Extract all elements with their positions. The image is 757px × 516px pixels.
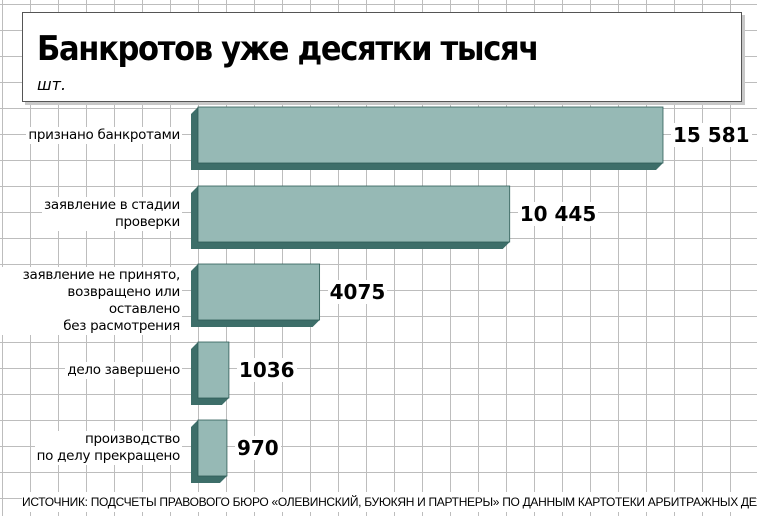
bar-1 bbox=[191, 106, 664, 170]
source-note: ИСТОЧНИК: ПОДСЧЕТЫ ПРАВОВОГО БЮРО «ОЛЕВИ… bbox=[22, 492, 757, 512]
bar-3 bbox=[191, 263, 321, 327]
bar-face bbox=[197, 341, 230, 399]
bar-5 bbox=[191, 419, 228, 483]
bar-face bbox=[197, 185, 511, 243]
category-label: дело завершено bbox=[65, 361, 182, 379]
bar-face bbox=[197, 263, 321, 321]
bar-face bbox=[197, 106, 664, 164]
category-label: производство по делу прекращено bbox=[34, 431, 182, 465]
category-label: признано банкротами bbox=[26, 126, 182, 144]
bar-shadow bbox=[191, 420, 227, 483]
bar-shadow bbox=[191, 342, 229, 405]
bar-face bbox=[197, 419, 228, 477]
value-label: 1036 bbox=[236, 358, 297, 382]
category-label: заявление не принято, возвращено или ост… bbox=[0, 266, 182, 335]
value-label: 970 bbox=[234, 436, 281, 460]
value-label: 10 445 bbox=[517, 202, 599, 226]
bar-shadow bbox=[191, 264, 320, 327]
title-box: Банкротов уже десятки тысяч шт. bbox=[22, 12, 742, 102]
chart-title: Банкротов уже десятки тысяч bbox=[37, 29, 539, 69]
bar-4 bbox=[191, 341, 230, 405]
unit-label: шт. bbox=[37, 75, 67, 94]
bar-shadow bbox=[191, 186, 510, 249]
bar-2 bbox=[191, 185, 511, 249]
category-label: заявление в стадии проверки bbox=[42, 197, 182, 231]
bar-shadow bbox=[191, 107, 663, 170]
value-label: 4075 bbox=[327, 280, 388, 304]
value-label: 15 581 bbox=[671, 123, 752, 147]
